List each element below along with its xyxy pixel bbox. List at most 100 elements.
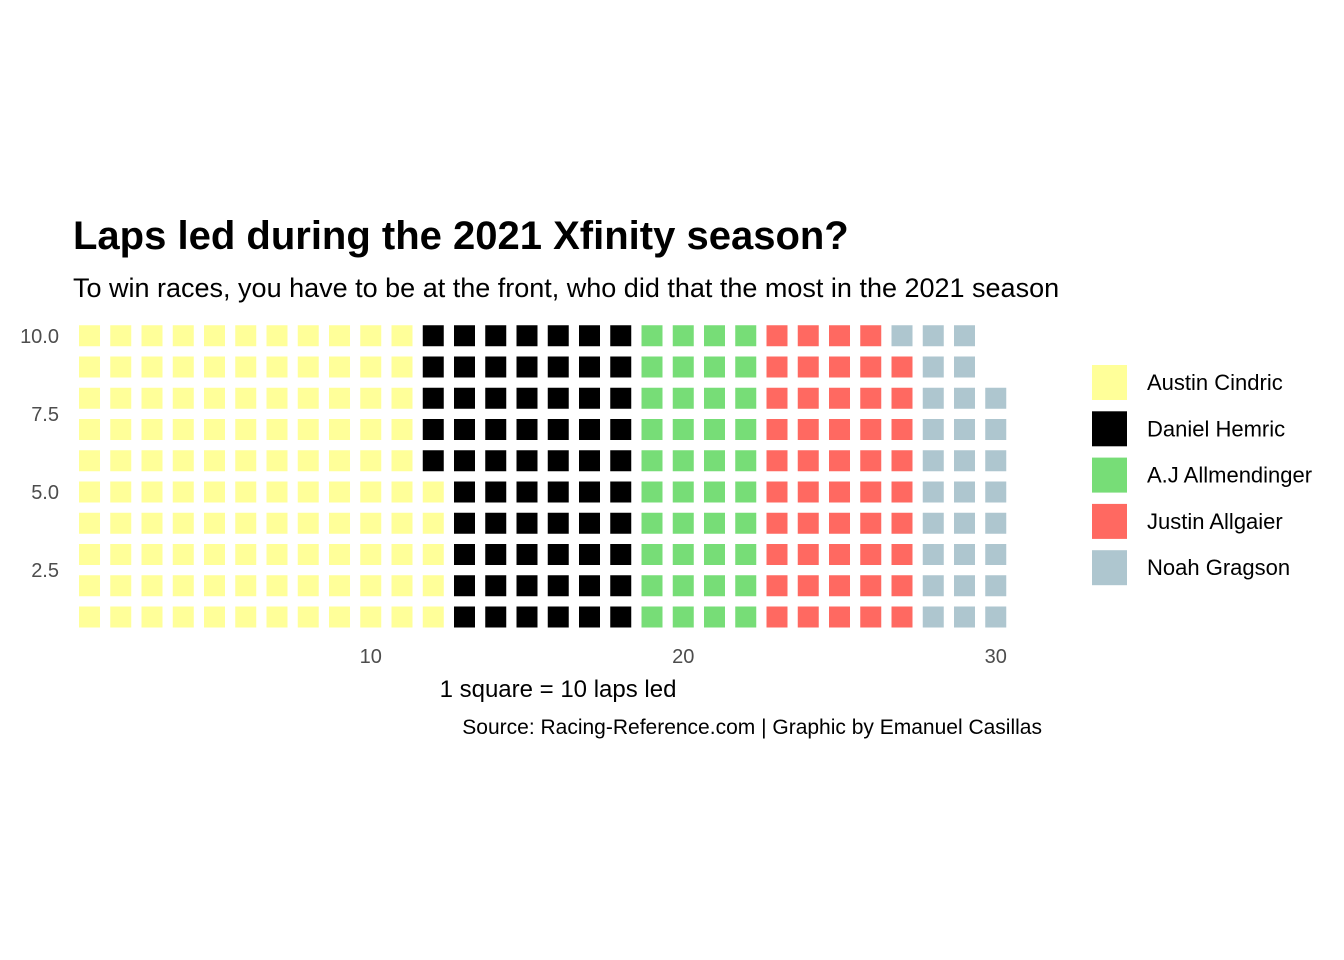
waffle-square: [454, 606, 475, 628]
waffle-square: [454, 544, 475, 565]
waffle-square: [954, 512, 975, 534]
waffle-square: [735, 325, 757, 347]
waffle-square: [922, 450, 944, 472]
waffle-square: [922, 606, 944, 628]
waffle-square: [985, 544, 1007, 565]
waffle-square: [641, 606, 663, 628]
waffle-square: [766, 544, 788, 565]
waffle-squares: [79, 325, 1007, 628]
waffle-square: [391, 512, 413, 534]
waffle-square: [360, 512, 382, 534]
waffle-square: [641, 544, 663, 565]
waffle-square: [79, 544, 100, 565]
waffle-square: [547, 481, 569, 503]
waffle-square: [485, 575, 507, 597]
waffle-square: [735, 387, 757, 409]
waffle-square: [110, 419, 132, 440]
waffle-square: [172, 481, 194, 503]
waffle-square: [79, 512, 100, 534]
waffle-square: [204, 450, 225, 472]
waffle-square: [797, 575, 819, 597]
waffle-square: [579, 512, 600, 534]
waffle-square: [891, 356, 913, 378]
waffle-square: [516, 481, 538, 503]
waffle-square: [422, 575, 444, 597]
waffle-square: [422, 356, 444, 378]
waffle-square: [79, 419, 100, 440]
waffle-square: [79, 606, 100, 628]
waffle-square: [329, 575, 350, 597]
legend-label: Noah Gragson: [1147, 555, 1290, 580]
waffle-square: [641, 481, 663, 503]
waffle-square: [579, 387, 600, 409]
waffle-square: [516, 512, 538, 534]
y-tick-label: 2.5: [31, 560, 59, 582]
legend: Austin Cindric Daniel Hemric A.J Allmendin…: [1092, 365, 1312, 586]
waffle-square: [610, 481, 632, 503]
waffle-square: [891, 512, 913, 534]
y-axis-ticks: 2.5 5.0 7.5 10.0: [20, 326, 59, 582]
waffle-square: [860, 481, 882, 503]
waffle-square: [797, 512, 819, 534]
waffle-square: [329, 606, 350, 628]
waffle-square: [297, 450, 319, 472]
waffle-square: [547, 325, 569, 347]
waffle-square: [766, 325, 788, 347]
waffle-square: [954, 606, 975, 628]
waffle-square: [79, 356, 100, 378]
waffle-square: [79, 387, 100, 409]
waffle-square: [172, 575, 194, 597]
waffle-square: [204, 544, 225, 565]
waffle-square: [704, 387, 725, 409]
waffle-square: [704, 512, 725, 534]
waffle-square: [141, 356, 163, 378]
waffle-square: [829, 387, 850, 409]
waffle-square: [704, 575, 725, 597]
waffle-square: [360, 544, 382, 565]
waffle-square: [141, 606, 163, 628]
waffle-square: [860, 419, 882, 440]
waffle-square: [610, 450, 632, 472]
waffle-square: [141, 419, 163, 440]
waffle-square: [110, 387, 132, 409]
waffle-square: [797, 450, 819, 472]
waffle-square: [141, 387, 163, 409]
waffle-square: [829, 481, 850, 503]
waffle-square: [204, 481, 225, 503]
waffle-square: [172, 606, 194, 628]
waffle-square: [704, 419, 725, 440]
waffle-square: [672, 512, 694, 534]
waffle-square: [547, 606, 569, 628]
waffle-square: [516, 325, 538, 347]
waffle-square: [610, 512, 632, 534]
waffle-square: [735, 450, 757, 472]
waffle-square: [672, 356, 694, 378]
waffle-square: [860, 387, 882, 409]
waffle-square: [829, 419, 850, 440]
waffle-square: [610, 544, 632, 565]
legend-label: Austin Cindric: [1147, 370, 1283, 395]
waffle-square: [329, 481, 350, 503]
waffle-square: [391, 450, 413, 472]
waffle-square: [954, 325, 975, 347]
waffle-square: [641, 512, 663, 534]
waffle-square: [829, 450, 850, 472]
waffle-square: [860, 325, 882, 347]
waffle-square: [672, 544, 694, 565]
waffle-square: [110, 606, 132, 628]
waffle-square: [172, 419, 194, 440]
waffle-square: [954, 575, 975, 597]
waffle-square: [110, 481, 132, 503]
legend-label: Daniel Hemric: [1147, 416, 1285, 441]
waffle-square: [516, 356, 538, 378]
waffle-square: [422, 512, 444, 534]
waffle-square: [141, 450, 163, 472]
waffle-square: [204, 356, 225, 378]
waffle-square: [266, 325, 288, 347]
waffle-square: [485, 544, 507, 565]
waffle-square: [172, 325, 194, 347]
x-axis-ticks: 10 20 30: [360, 646, 1007, 668]
waffle-square: [672, 419, 694, 440]
waffle-square: [360, 606, 382, 628]
waffle-square: [829, 606, 850, 628]
